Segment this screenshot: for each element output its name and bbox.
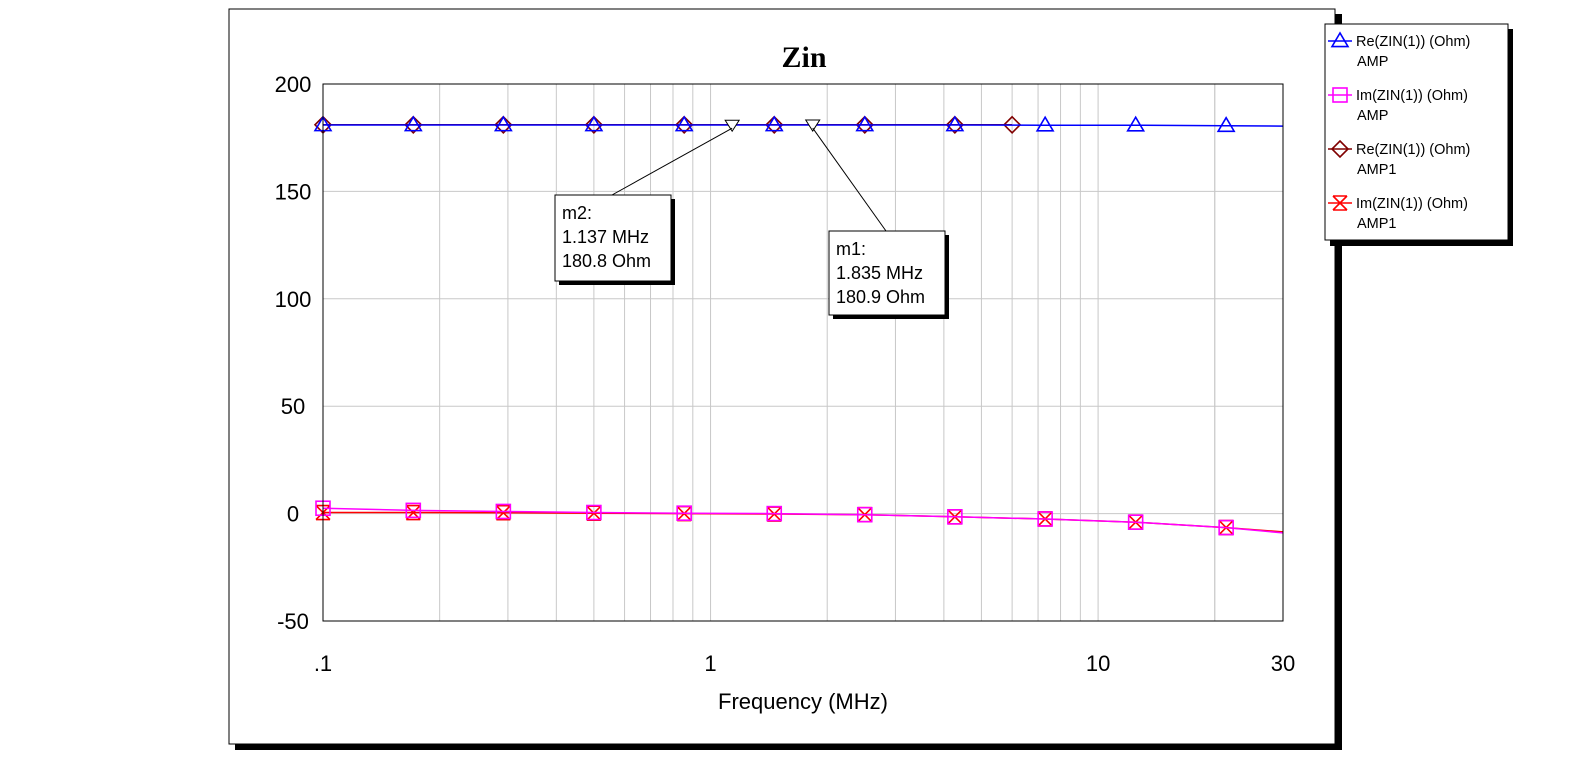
series-point [404,115,423,134]
marker-text-line: 180.8 Ohm [562,251,651,271]
x-axis-label: Frequency (MHz) [718,689,888,714]
plot-area [322,83,1284,622]
series-point [856,506,873,523]
marker-layer [724,119,821,133]
series-point [764,115,784,132]
legend-sublabel: AMP1 [1357,162,1397,178]
legend-swatch-marker [1330,139,1350,159]
y-tick-label: -50 [277,609,309,634]
y-tick-label: 0 [287,502,299,527]
series-point [675,115,694,134]
series-point [1035,115,1055,132]
legend-label: Im(ZIN(1)) (Ohm) [1356,88,1468,104]
x-tick-label: .1 [314,651,332,676]
series-point [1002,115,1022,134]
series-line [323,124,1284,127]
legend-swatch-marker [1330,31,1350,48]
series-point [945,115,965,132]
x-tick-label: 30 [1271,651,1295,676]
marker-leader-line [611,127,733,196]
series-line [322,507,1284,534]
series-point [674,115,694,132]
y-tick-label: 200 [275,72,312,97]
legend-label: Im(ZIN(1)) (Ohm) [1356,196,1468,212]
y-tick-label: 150 [275,179,312,204]
series-point [945,115,964,134]
series-point [855,115,874,134]
x-tick-label: 10 [1086,651,1110,676]
series-point [494,115,513,134]
marker-point [804,119,821,132]
series-point [495,503,512,520]
series-point [1218,519,1234,536]
legend-sublabel: AMP1 [1357,216,1397,232]
series-point [676,505,692,521]
y-tick-label: 100 [275,287,312,312]
marker-text-line: 180.9 Ohm [836,287,925,307]
series-point [495,504,511,521]
legend-label: Re(ZIN(1)) (Ohm) [1356,34,1470,50]
legend: Re(ZIN(1)) (Ohm) AMP Im(ZIN(1)) (Ohm) AMP Re… [1328,31,1470,232]
marker-leader-line [812,127,887,232]
marker-box [828,230,946,316]
x-axis-ticks: .1 1 10 30 [314,651,1295,676]
series-point [586,504,602,521]
series-point [766,505,783,522]
series-point [403,115,423,132]
chart-title: Zin [781,41,826,74]
series-point [1126,115,1146,132]
series-point [584,115,604,134]
series-point [1216,116,1236,133]
marker-text-line: m1: [836,239,866,259]
plot-area-border [322,83,1284,622]
y-tick-label: 50 [281,394,305,419]
legend-label: Re(ZIN(1)) (Ohm) [1356,142,1470,158]
annotation-layer: m2: 1.137 MHz 180.8 Ohm m1: 1.835 MHz 180.9 O… [554,127,949,319]
series-point [1037,511,1053,527]
marker-box [554,194,672,282]
marker-point [724,119,741,133]
legend-sublabel: AMP [1357,54,1388,70]
series-point [855,115,875,132]
series-point [405,502,422,519]
legend-box [1324,23,1509,241]
marker-text-line: m2: [562,203,592,223]
series-layer [313,115,1284,536]
series-point [1127,514,1144,530]
series-point [584,115,604,132]
series-point [405,504,421,521]
legend-sublabel: AMP [1357,108,1388,124]
series-point [765,115,784,134]
series-point [947,509,963,525]
y-axis-ticks: 200 150 100 50 0 -50 [275,72,312,634]
marker-text-line: 1.137 MHz [562,227,649,247]
series-point [493,115,513,132]
legend-swatch-marker [1332,87,1348,103]
marker-text-line: 1.835 MHz [836,263,923,283]
x-tick-label: 1 [704,651,716,676]
legend-swatch-marker [1332,195,1348,211]
